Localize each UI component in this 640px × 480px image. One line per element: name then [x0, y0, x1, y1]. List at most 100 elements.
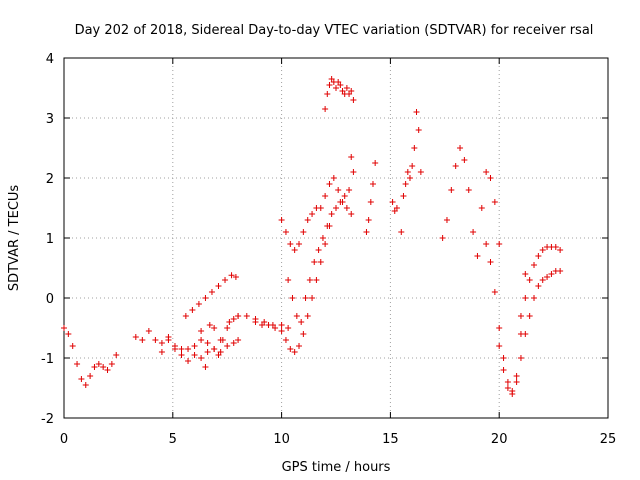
- data-point: [457, 145, 464, 151]
- data-point: [108, 361, 115, 367]
- data-point: [278, 217, 285, 223]
- data-point: [500, 367, 507, 373]
- data-point: [309, 211, 316, 217]
- data-point: [113, 352, 120, 358]
- data-point: [300, 229, 307, 235]
- y-axis-label: SDTVAR / TECUs: [7, 185, 22, 292]
- data-point: [491, 199, 498, 205]
- data-point: [330, 175, 337, 181]
- data-point: [315, 247, 322, 253]
- data-point: [313, 277, 320, 283]
- data-point: [158, 340, 165, 346]
- x-tick-label: 0: [60, 432, 68, 447]
- data-point: [439, 235, 446, 241]
- data-point: [291, 247, 298, 253]
- data-point: [191, 343, 198, 349]
- data-point: [178, 352, 185, 358]
- data-point: [132, 334, 139, 340]
- data-point: [282, 229, 289, 235]
- data-point: [333, 85, 339, 91]
- data-point: [465, 187, 472, 193]
- x-tick-label: 15: [382, 432, 399, 447]
- data-point: [544, 274, 551, 280]
- data-point: [145, 328, 152, 334]
- data-point: [158, 349, 165, 355]
- data-point: [470, 229, 477, 235]
- data-point: [496, 343, 503, 349]
- data-point: [517, 355, 524, 361]
- data-point: [204, 340, 211, 346]
- data-point: [185, 358, 192, 364]
- data-point: [311, 259, 318, 265]
- data-point: [265, 322, 272, 328]
- y-tick-labels: -2 -1 0 1 2 3 4: [41, 52, 54, 427]
- data-point: [215, 352, 222, 358]
- data-point: [513, 373, 520, 379]
- data-point: [496, 241, 503, 247]
- data-point: [522, 295, 529, 301]
- data-point: [302, 295, 309, 301]
- data-point: [448, 187, 455, 193]
- data-point: [487, 259, 494, 265]
- series-s4: [182, 272, 239, 319]
- data-point: [496, 325, 503, 331]
- data-point: [398, 229, 405, 235]
- data-point: [409, 163, 416, 169]
- data-point: [348, 154, 355, 160]
- data-point: [285, 277, 292, 283]
- data-point: [415, 127, 422, 133]
- series-s12: [439, 145, 503, 259]
- data-point: [322, 241, 329, 247]
- data-point: [483, 169, 490, 175]
- x-tick-label: 5: [169, 432, 177, 447]
- series-s7: [278, 175, 355, 253]
- data-point: [104, 367, 111, 373]
- y-tick-label: 1: [46, 232, 54, 247]
- data-point: [335, 187, 342, 193]
- data-point: [232, 274, 239, 280]
- data-point: [483, 241, 490, 247]
- data-point: [87, 373, 94, 379]
- y-tick-label: 0: [46, 292, 54, 307]
- y-tick-label: -2: [41, 412, 54, 427]
- series-s5: [198, 313, 292, 370]
- data-point: [557, 268, 564, 274]
- data-point: [195, 301, 202, 307]
- data-point: [346, 187, 353, 193]
- data-point: [306, 277, 313, 283]
- data-point: [557, 247, 564, 253]
- data-point: [235, 337, 242, 343]
- data-point: [198, 355, 205, 361]
- data-point: [82, 382, 89, 388]
- series-s13: [483, 241, 529, 397]
- data-point: [393, 205, 400, 211]
- data-point: [369, 181, 376, 187]
- data-point: [282, 337, 289, 343]
- data-point: [531, 295, 538, 301]
- data-point: [285, 325, 292, 331]
- data-point: [272, 325, 279, 331]
- series-s10: [348, 154, 379, 235]
- chart-title: Day 202 of 2018, Sidereal Day-to-day VTE…: [75, 23, 594, 38]
- data-point: [522, 271, 529, 277]
- data-point: [404, 169, 411, 175]
- data-point: [219, 337, 226, 343]
- data-point: [296, 343, 303, 349]
- data-point: [211, 325, 218, 331]
- x-tick-label: 10: [273, 432, 290, 447]
- data-point: [208, 289, 215, 295]
- data-point: [178, 346, 185, 352]
- data-point: [452, 163, 459, 169]
- data-point: [402, 181, 409, 187]
- data-point: [222, 277, 229, 283]
- data-point: [326, 181, 333, 187]
- data-point: [322, 106, 329, 112]
- series-s14: [496, 268, 564, 394]
- data-point: [500, 355, 507, 361]
- data-point: [204, 349, 211, 355]
- data-point: [491, 289, 498, 295]
- data-point: [91, 364, 98, 370]
- data-point: [317, 205, 324, 211]
- data-point: [478, 205, 485, 211]
